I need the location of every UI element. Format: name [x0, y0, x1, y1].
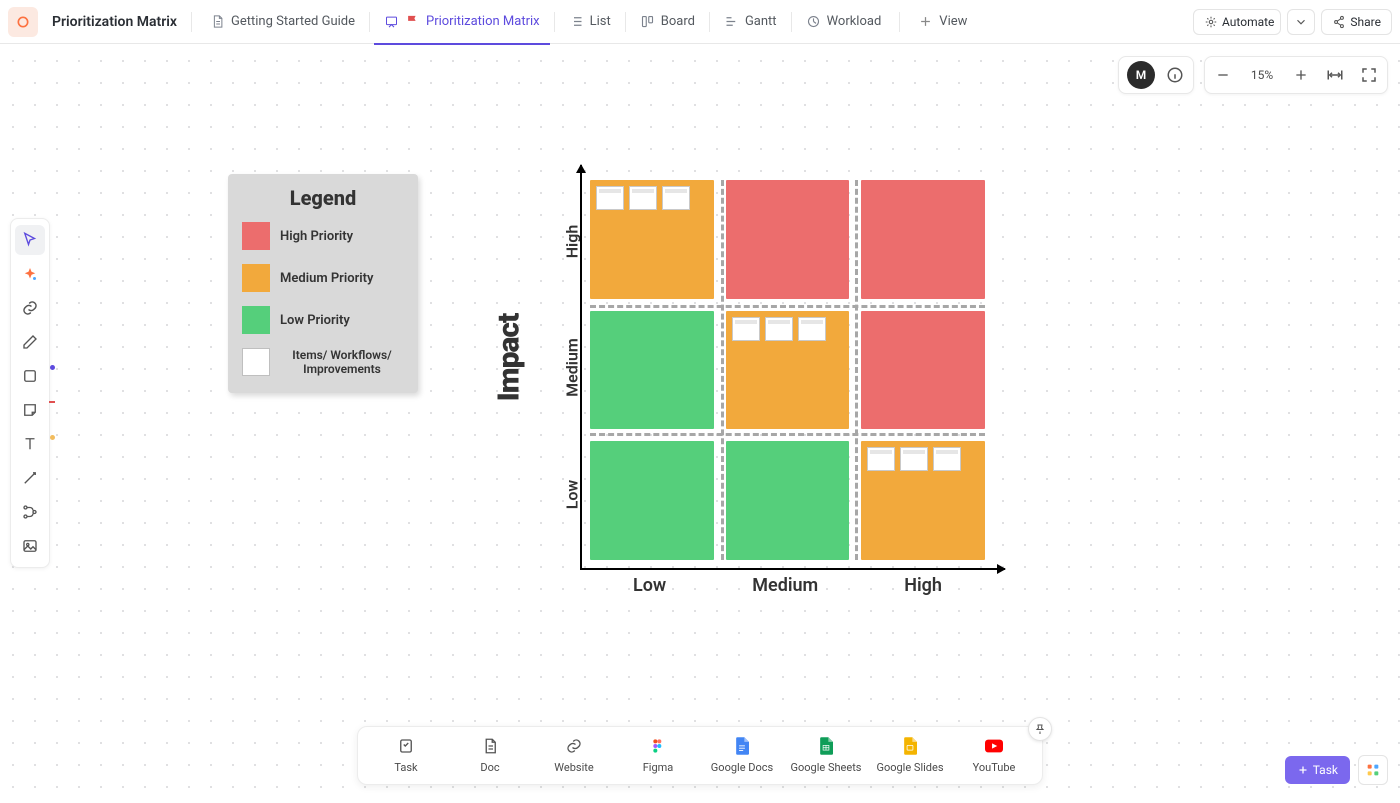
tab-list[interactable]: List: [559, 0, 621, 44]
share-button[interactable]: Share: [1321, 9, 1392, 35]
legend-title: Legend: [242, 186, 404, 210]
x-tick: Low: [633, 575, 666, 596]
automate-label: Automate: [1222, 15, 1274, 29]
workflow-card[interactable]: [900, 447, 928, 471]
info-icon[interactable]: [1165, 65, 1185, 85]
tab-board[interactable]: Board: [630, 0, 705, 44]
matrix-cell[interactable]: [861, 180, 985, 299]
legend-swatch: [242, 222, 270, 250]
divider: [899, 12, 900, 32]
dock-item-website[interactable]: Website: [532, 737, 616, 774]
page-title: Prioritization Matrix: [46, 14, 183, 30]
zoom-in-button[interactable]: [1291, 65, 1311, 85]
avatar[interactable]: M: [1127, 61, 1155, 89]
line-tool[interactable]: [15, 463, 45, 493]
tab-gantt[interactable]: Gantt: [714, 0, 787, 44]
tab-prioritization-matrix[interactable]: Prioritization Matrix: [374, 0, 550, 44]
divider: [791, 12, 792, 32]
y-axis-label: Impact: [491, 314, 526, 402]
legend-item: Low Priority: [242, 306, 404, 334]
y-axis: [580, 165, 582, 570]
legend-item: Items/ Workflows/ Improvements: [242, 348, 404, 377]
divider: [554, 12, 555, 32]
fullscreen-icon[interactable]: [1359, 65, 1379, 85]
workflow-card[interactable]: [629, 186, 657, 210]
matrix-cell[interactable]: [590, 180, 714, 299]
tab-getting-started-guide[interactable]: Getting Started Guide: [200, 0, 365, 44]
chart-area: [580, 170, 1000, 570]
new-task-button[interactable]: Task: [1285, 756, 1350, 784]
add-view-button[interactable]: View: [908, 0, 977, 44]
dock-item-youtube[interactable]: YouTube: [952, 737, 1036, 774]
x-tick: Medium: [752, 575, 818, 596]
workflow-card[interactable]: [732, 317, 760, 341]
dock-item-google-docs[interactable]: Google Docs: [700, 737, 784, 774]
legend-swatch: [242, 306, 270, 334]
pen-tool[interactable]: [15, 327, 45, 357]
matrix-cell[interactable]: [726, 180, 850, 299]
workflow-card[interactable]: [596, 186, 624, 210]
divider: [369, 12, 370, 32]
matrix-cell[interactable]: [861, 311, 985, 430]
shape-tool[interactable]: [15, 361, 45, 391]
y-tick: Medium: [563, 338, 582, 398]
app-icon: [8, 7, 38, 37]
branch-tool[interactable]: [15, 497, 45, 527]
legend-label: High Priority: [280, 229, 353, 244]
legend-box: Legend High Priority Medium Priority Low P…: [228, 174, 418, 393]
share-label: Share: [1350, 15, 1381, 29]
divider: [625, 12, 626, 32]
workflow-card[interactable]: [765, 317, 793, 341]
dock-item-google-slides[interactable]: Google Slides: [868, 737, 952, 774]
dock-item-figma[interactable]: Figma: [616, 737, 700, 774]
dock-item-google-sheets[interactable]: Google Sheets: [784, 737, 868, 774]
matrix-cell[interactable]: [861, 441, 985, 560]
connector-tool[interactable]: [15, 293, 45, 323]
legend-item: High Priority: [242, 222, 404, 250]
zoom-level[interactable]: 15%: [1247, 68, 1277, 82]
apps-button[interactable]: [1358, 755, 1388, 785]
automate-button[interactable]: Automate: [1193, 9, 1281, 35]
pointer-tool[interactable]: [15, 225, 45, 255]
bottom-dock: TaskDocWebsiteFigmaGoogle DocsGoogle She…: [357, 726, 1043, 785]
sticky-tool[interactable]: [15, 395, 45, 425]
automate-dropdown[interactable]: [1287, 9, 1315, 35]
pin-button[interactable]: [1028, 717, 1052, 741]
legend-label: Items/ Workflows/ Improvements: [280, 348, 404, 377]
dock-item-doc[interactable]: Doc: [448, 737, 532, 774]
y-tick: High: [563, 211, 582, 271]
task-button-label: Task: [1313, 763, 1338, 777]
workflow-card[interactable]: [798, 317, 826, 341]
left-toolbar: [10, 218, 50, 568]
bottom-right-group: Task: [1285, 755, 1388, 785]
legend-swatch: [242, 348, 270, 376]
workflow-card[interactable]: [662, 186, 690, 210]
ai-tool[interactable]: [15, 259, 45, 289]
matrix-cell[interactable]: [590, 311, 714, 430]
workflow-card[interactable]: [867, 447, 895, 471]
dock-item-task[interactable]: Task: [364, 737, 448, 774]
matrix-cell[interactable]: [726, 311, 850, 430]
legend-item: Medium Priority: [242, 264, 404, 292]
matrix-cell[interactable]: [726, 441, 850, 560]
image-tool[interactable]: [15, 531, 45, 561]
tab-workload[interactable]: Workload: [796, 0, 892, 44]
divider: [191, 12, 192, 32]
divider: [709, 12, 710, 32]
topbar: Prioritization Matrix Getting Started Gu…: [0, 0, 1400, 44]
zoom-out-button[interactable]: [1213, 65, 1233, 85]
y-tick: Low: [563, 465, 582, 525]
text-tool[interactable]: [15, 429, 45, 459]
matrix-cell[interactable]: [590, 441, 714, 560]
top-right-controls: M 15%: [1118, 56, 1388, 94]
legend-label: Medium Priority: [280, 271, 373, 286]
x-tick: High: [904, 575, 942, 596]
legend-label: Low Priority: [280, 313, 350, 328]
fit-width-icon[interactable]: [1325, 65, 1345, 85]
x-axis: [580, 568, 1005, 570]
workflow-card[interactable]: [933, 447, 961, 471]
legend-swatch: [242, 264, 270, 292]
add-view-label: View: [939, 14, 967, 29]
